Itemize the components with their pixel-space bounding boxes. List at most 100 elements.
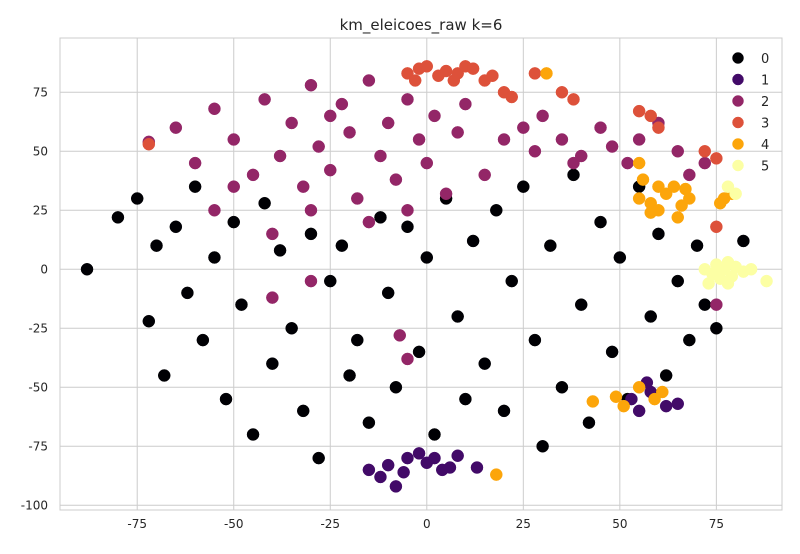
data-point <box>169 121 183 134</box>
data-point <box>150 239 163 252</box>
data-point <box>609 390 623 403</box>
data-point <box>362 463 376 477</box>
data-point <box>428 451 441 465</box>
data-point <box>621 156 634 170</box>
data-point <box>374 470 387 484</box>
data-point <box>451 126 464 139</box>
data-point <box>451 449 464 462</box>
data-point <box>659 399 673 413</box>
data-point <box>335 97 349 111</box>
legend-label: 2 <box>761 95 769 110</box>
legend-item: 0 <box>732 52 769 67</box>
legend-item: 1 <box>732 73 769 89</box>
series-4-points <box>490 67 739 481</box>
data-point <box>420 60 434 73</box>
data-point <box>574 298 588 311</box>
data-point <box>497 133 511 146</box>
data-point <box>671 145 685 158</box>
series-5-points <box>698 180 773 290</box>
data-point <box>381 286 395 300</box>
data-point <box>169 220 183 234</box>
data-point <box>420 251 434 264</box>
data-point <box>273 244 287 257</box>
y-tick-label: 50 <box>33 144 48 158</box>
data-point <box>517 121 530 134</box>
legend-marker <box>732 52 744 64</box>
data-point <box>258 196 271 210</box>
chart-title: km_eleicoes_raw k=6 <box>340 16 503 35</box>
data-point <box>285 322 298 335</box>
data-point <box>296 180 310 193</box>
data-point <box>632 104 646 118</box>
data-point <box>586 395 600 408</box>
legend-label: 4 <box>761 138 769 153</box>
x-tick-labels: -75 -50 -25 0 25 50 75 <box>127 517 724 531</box>
x-tick-label: 50 <box>612 517 627 531</box>
data-point <box>443 461 457 474</box>
legend-marker <box>732 95 744 107</box>
data-point <box>698 156 712 170</box>
legend-item: 3 <box>732 117 769 132</box>
legend-marker <box>732 73 744 86</box>
x-tick-label: -75 <box>127 517 147 531</box>
series-3-points <box>142 60 723 234</box>
y-tick-label: -25 <box>28 321 48 335</box>
data-point <box>466 62 480 75</box>
data-point <box>266 291 279 304</box>
data-point <box>536 440 549 453</box>
data-point <box>710 298 723 311</box>
data-point <box>582 416 596 429</box>
data-point <box>408 74 422 87</box>
data-point <box>478 168 491 182</box>
data-point <box>698 298 712 311</box>
y-tick-label: -50 <box>28 380 48 394</box>
data-point <box>381 116 395 130</box>
legend-label: 5 <box>761 160 769 175</box>
scatter-points <box>80 60 773 493</box>
data-point <box>428 109 441 123</box>
data-point <box>490 204 503 217</box>
data-point <box>528 145 542 158</box>
data-point <box>486 69 499 83</box>
data-point <box>671 211 685 224</box>
y-tick-label: -100 <box>21 498 48 512</box>
data-point <box>466 234 480 248</box>
data-point <box>389 480 403 493</box>
data-point <box>111 211 125 224</box>
data-point <box>246 428 260 441</box>
x-tick-label: 25 <box>516 517 531 531</box>
y-tick-label: 75 <box>33 85 48 99</box>
data-point <box>567 93 580 106</box>
data-point <box>497 404 511 418</box>
data-point <box>312 451 325 465</box>
data-point <box>632 381 646 394</box>
legend-item: 5 <box>732 160 769 175</box>
data-point <box>555 133 569 146</box>
legend-marker <box>732 138 744 150</box>
data-point <box>304 274 318 288</box>
legend-item: 4 <box>732 138 769 153</box>
data-point <box>710 322 723 335</box>
data-point <box>227 180 240 193</box>
data-point <box>713 196 727 210</box>
data-point <box>517 180 530 193</box>
data-point <box>351 333 364 347</box>
data-point <box>401 220 414 234</box>
data-point <box>343 126 356 139</box>
plot-background <box>60 38 782 510</box>
series-1-points <box>362 376 685 493</box>
y-tick-label: 0 <box>40 262 48 276</box>
legend-label: 1 <box>761 74 769 89</box>
data-point <box>652 227 665 241</box>
data-point <box>698 145 712 158</box>
data-point <box>632 404 646 418</box>
data-point <box>296 404 310 418</box>
legend-label: 0 <box>761 52 769 67</box>
data-point <box>636 173 650 186</box>
data-point <box>188 180 202 193</box>
data-point <box>246 168 260 182</box>
data-point <box>671 397 685 411</box>
data-point <box>744 263 758 276</box>
data-point <box>304 204 318 217</box>
